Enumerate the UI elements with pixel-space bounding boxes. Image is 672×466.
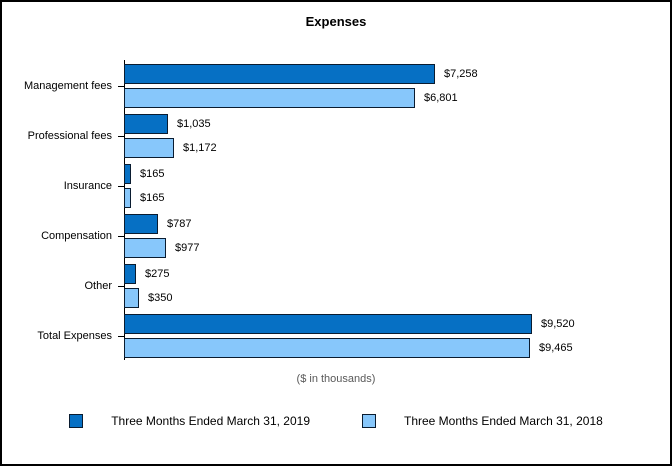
- bar-value-label: $977: [175, 242, 200, 254]
- bar-value-label: $350: [148, 292, 173, 304]
- bar-value-label: $165: [140, 168, 165, 180]
- bar-2018: [124, 288, 139, 308]
- bar-2018: [124, 138, 174, 158]
- axis-tick: [118, 136, 124, 137]
- category-axis-line: [124, 60, 125, 360]
- legend-label-2018: Three Months Ended March 31, 2018: [404, 414, 603, 428]
- legend-entry-2019: Three Months Ended March 31, 2019: [69, 414, 310, 428]
- bar-value-label: $1,172: [183, 142, 217, 154]
- category-label: Insurance: [63, 180, 112, 192]
- bar-2019: [124, 314, 532, 334]
- bar-value-label: $7,258: [444, 68, 478, 80]
- bar-value-label: $275: [145, 268, 170, 280]
- bar-2018: [124, 338, 530, 358]
- plot-area: Management fees $7,258 $6,801 Professional …: [2, 60, 670, 360]
- legend-swatch-2018-icon: [362, 414, 376, 428]
- bar-value-label: $787: [167, 218, 192, 230]
- axis-footnote: ($ in thousands): [296, 373, 376, 385]
- bar-2019: [124, 164, 131, 184]
- category-label: Other: [84, 280, 112, 292]
- bar-2019: [124, 264, 136, 284]
- bar-value-label: $9,520: [541, 318, 575, 330]
- axis-tick: [118, 336, 124, 337]
- bar-2019: [124, 214, 158, 234]
- axis-tick: [118, 86, 124, 87]
- bar-2018: [124, 238, 166, 258]
- axis-tick: [118, 286, 124, 287]
- category-label: Compensation: [41, 230, 112, 242]
- bar-2019: [124, 114, 168, 134]
- legend-label-2019: Three Months Ended March 31, 2019: [111, 414, 310, 428]
- bar-2018: [124, 88, 415, 108]
- bar-2019: [124, 64, 435, 84]
- axis-tick: [118, 186, 124, 187]
- legend-entry-2018: Three Months Ended March 31, 2018: [362, 414, 603, 428]
- category-label: Total Expenses: [37, 330, 112, 342]
- bar-value-label: $1,035: [177, 118, 211, 130]
- legend: Three Months Ended March 31, 2019 Three …: [2, 414, 670, 428]
- legend-swatch-2019-icon: [69, 414, 84, 428]
- bar-value-label: $9,465: [539, 342, 573, 354]
- chart-title: Expenses: [305, 14, 367, 29]
- category-label: Professional fees: [27, 130, 112, 142]
- bar-value-label: $165: [140, 192, 165, 204]
- axis-tick: [118, 236, 124, 237]
- category-label: Management fees: [23, 80, 112, 92]
- bar-value-label: $6,801: [424, 92, 458, 104]
- bar-2018: [124, 188, 131, 208]
